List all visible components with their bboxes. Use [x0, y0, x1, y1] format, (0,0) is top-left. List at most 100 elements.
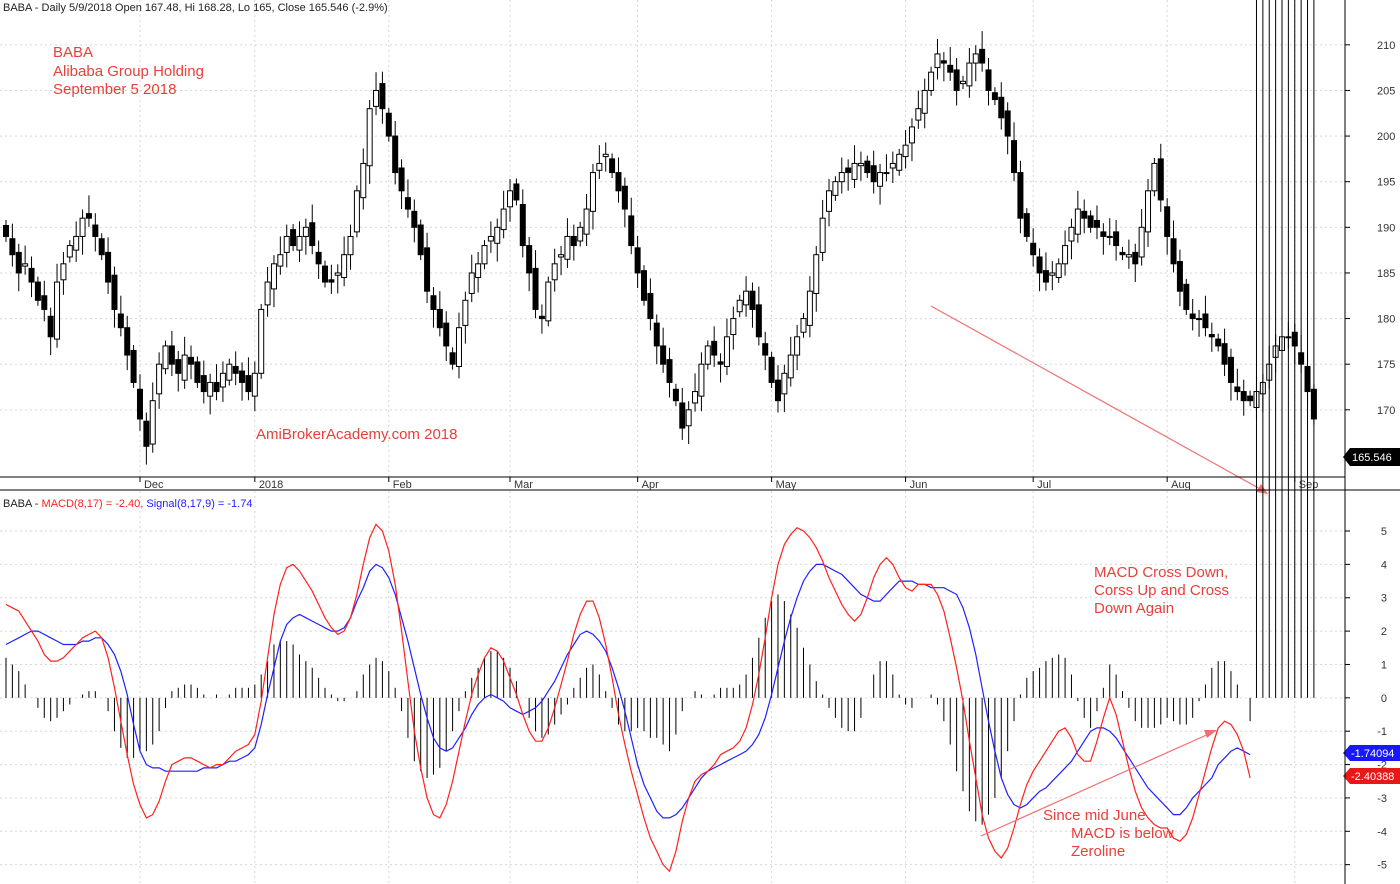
- candle-body: [213, 381, 220, 393]
- price-y-axis: 170 175 180 185 190 195 200 205 210: [1345, 40, 1395, 417]
- price-header: BABA - Daily 5/9/2018 Open 167.48, Hi 16…: [3, 2, 388, 14]
- candle-body: [487, 235, 494, 242]
- candle-body: [1176, 261, 1183, 292]
- candle-body: [666, 359, 673, 383]
- candle: [245, 357, 252, 401]
- candle-body: [181, 354, 188, 381]
- candle: [692, 373, 699, 412]
- candle-body: [774, 379, 781, 402]
- candle-body: [149, 400, 156, 445]
- x-tick-label-sep: Sep: [1299, 479, 1319, 491]
- candle: [787, 336, 794, 387]
- candle: [1049, 261, 1056, 291]
- candle-body: [200, 375, 207, 393]
- macd-tick-label: -2: [1377, 760, 1387, 772]
- candle-body: [1189, 313, 1196, 320]
- candle: [538, 304, 545, 334]
- candle: [1074, 190, 1081, 243]
- candle-body: [1100, 231, 1107, 237]
- candle: [647, 278, 654, 331]
- candle-body: [347, 235, 354, 256]
- candle-body: [698, 363, 705, 397]
- candle-body: [143, 420, 150, 447]
- candle-body: [928, 71, 935, 91]
- x-tick-label-apr: Apr: [642, 479, 659, 491]
- macd-tick-label: 3: [1381, 593, 1387, 605]
- x-tick-label-jun: Jun: [910, 479, 928, 491]
- macd-header-prefix: BABA -: [3, 498, 42, 510]
- candle-body: [749, 290, 756, 310]
- candle-body: [98, 238, 105, 256]
- candle-body: [845, 167, 852, 174]
- candle: [1157, 143, 1164, 212]
- candle-body: [315, 251, 322, 265]
- candle: [283, 224, 290, 268]
- candle: [717, 353, 724, 383]
- candle-body: [679, 402, 686, 429]
- price-tick-label: 180: [1377, 314, 1395, 326]
- macd-annotation-1-line-2: Corss Up and Cross: [1094, 582, 1229, 599]
- candle: [1068, 218, 1075, 260]
- price-tick-label: 175: [1377, 359, 1395, 371]
- candle-body: [239, 370, 246, 383]
- candle: [813, 246, 820, 312]
- candle: [124, 315, 131, 371]
- candle-body: [455, 327, 462, 367]
- candle-body: [162, 345, 169, 370]
- candle-body: [1132, 251, 1139, 265]
- candle: [513, 178, 520, 206]
- candle: [194, 356, 201, 388]
- candle: [455, 312, 462, 379]
- date-x-axis: Dec 2018 Feb Mar Apr May Jun Jul Aug Sep: [139, 477, 1319, 491]
- candle-body: [232, 365, 239, 374]
- candle-body: [194, 361, 201, 383]
- candle: [634, 235, 641, 288]
- candle: [1221, 328, 1228, 377]
- price-tick-label: 210: [1377, 40, 1395, 52]
- candle: [398, 159, 405, 210]
- candle-body: [1036, 256, 1043, 274]
- last-price-tag: 165.546: [1343, 448, 1400, 466]
- candle-body: [551, 263, 558, 281]
- candle-body: [960, 80, 966, 85]
- candle-body: [589, 172, 596, 212]
- candle: [15, 243, 22, 292]
- x-tick-label-dec: Dec: [144, 479, 164, 491]
- macd-histogram: [5, 0, 1315, 825]
- candle-body: [1208, 334, 1215, 338]
- candle-body: [481, 245, 488, 265]
- candle-body: [360, 162, 367, 199]
- title-line-symbol: BABA: [53, 44, 93, 61]
- candle-body: [564, 235, 571, 260]
- candle-body: [468, 272, 475, 294]
- macd-header-signal: Signal(8,17,9) = -1.74: [146, 498, 252, 510]
- candle-body: [73, 235, 80, 251]
- candle-body: [1093, 219, 1100, 228]
- macd-tick-label: -4: [1377, 826, 1387, 838]
- x-tick-label-2018: 2018: [259, 479, 283, 491]
- candle: [424, 232, 431, 304]
- candle-body: [1170, 238, 1177, 265]
- candle: [621, 177, 628, 228]
- candle-body: [404, 197, 411, 210]
- candle-body: [1055, 263, 1062, 278]
- candle-body: [558, 254, 565, 258]
- candle: [526, 236, 533, 292]
- candle: [487, 221, 494, 253]
- candle: [105, 237, 112, 294]
- candle: [551, 248, 558, 292]
- candle: [98, 233, 105, 261]
- candle-body: [168, 345, 175, 365]
- candle: [379, 71, 386, 124]
- candle: [156, 352, 163, 409]
- price-tick-label: 185: [1377, 268, 1395, 280]
- candle: [1151, 157, 1158, 197]
- candle: [583, 194, 590, 247]
- watermark-text: AmiBrokerAcademy.com 2018: [256, 426, 457, 443]
- candle: [928, 66, 935, 96]
- candle-body: [15, 251, 22, 274]
- candle-body: [781, 372, 788, 395]
- candle-body: [602, 153, 609, 158]
- candle-body: [1030, 242, 1037, 256]
